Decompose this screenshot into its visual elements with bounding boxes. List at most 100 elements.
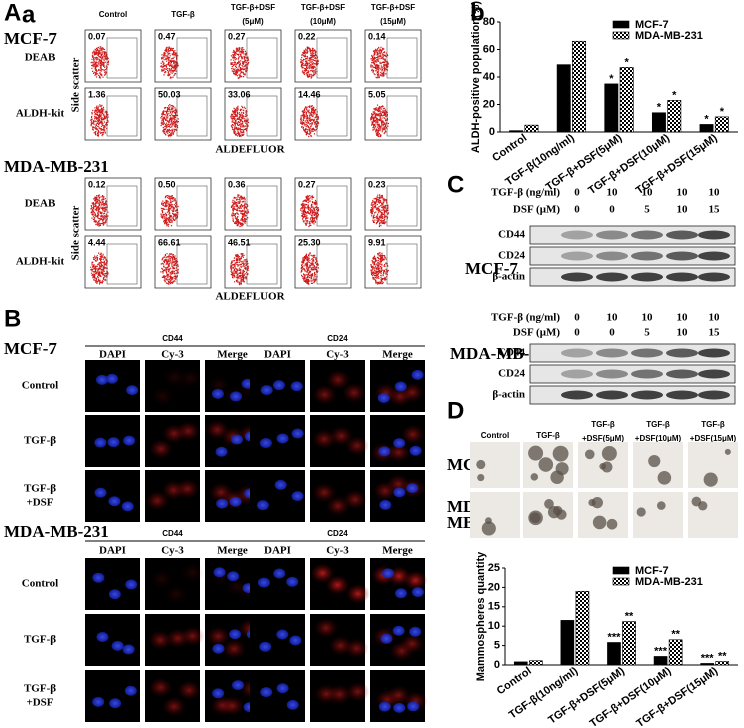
bar (653, 656, 668, 666)
cy3-signal (312, 482, 337, 503)
y-axis-label: Side scatter (70, 206, 82, 261)
flow-plot (224, 235, 282, 289)
bar (667, 100, 682, 133)
cy3-signal (386, 442, 411, 463)
flow-value: 0.47 (158, 31, 176, 41)
bar (509, 130, 524, 133)
nucleus (122, 644, 135, 655)
y-axis-label: Mammospheres quantity (475, 551, 487, 681)
y-axis-label: Side scatter (70, 58, 82, 113)
flow-value: 5.05 (368, 89, 386, 99)
nucleus (229, 629, 242, 640)
flow-dots (230, 194, 249, 228)
nucleus (94, 487, 107, 498)
nucleus (276, 433, 289, 444)
flow-gate (106, 95, 138, 137)
nucleus (256, 500, 269, 511)
legend-swatch (612, 31, 630, 40)
blot-band (561, 230, 593, 240)
column-header: TGF-β+DSF (301, 3, 345, 12)
cy3-signal (345, 435, 370, 456)
flow-dots (300, 46, 319, 79)
flow-gate (386, 37, 418, 79)
cy3-signal (342, 489, 367, 510)
blot-band (698, 369, 730, 379)
nucleus (273, 568, 286, 579)
significance-mark: * (672, 89, 677, 101)
cy3-signal (178, 368, 203, 389)
channel-label: Cy-3 (161, 545, 184, 557)
nucleus (272, 380, 285, 391)
band-label: β-actin (492, 271, 525, 283)
bar (575, 590, 590, 666)
nucleus (381, 568, 394, 579)
significance-mark: * (609, 73, 614, 85)
micrograph (85, 470, 140, 522)
flow-dots (370, 252, 389, 285)
flow-gate (316, 95, 348, 137)
condition-value: 10 (709, 187, 721, 199)
cy3-signal (176, 421, 201, 442)
blot-band (666, 348, 698, 358)
bar (714, 116, 729, 133)
flow-dots (230, 105, 249, 137)
blot-band (561, 369, 593, 379)
flow-gate (386, 95, 418, 137)
channel-label: DAPI (264, 349, 291, 361)
flow-dots (300, 252, 319, 285)
bar (524, 124, 539, 133)
flow-value: 1.36 (88, 89, 106, 99)
flow-dots (370, 46, 389, 79)
sphere (481, 521, 496, 536)
nucleus (109, 698, 122, 709)
cy3-signal (162, 696, 187, 717)
nucleus (126, 385, 139, 396)
flow-dots (160, 46, 179, 79)
nucleus (286, 699, 299, 710)
flow-dots (300, 105, 320, 138)
nucleus (92, 572, 105, 583)
condition-value: 15 (709, 204, 721, 216)
marker-header: CD24 (327, 334, 348, 343)
x-tick-label: TGF-β+DSF(10μM) (588, 665, 674, 728)
column-header: TGF-β (701, 420, 725, 429)
column-header: Control (99, 10, 127, 19)
nucleus (96, 631, 109, 642)
nucleus (290, 381, 303, 392)
condition-value: 10 (642, 187, 654, 199)
flow-gate (176, 243, 208, 285)
sphere (698, 501, 708, 511)
bar (572, 40, 587, 133)
flow-value: 0.07 (88, 31, 106, 41)
flow-dots (160, 195, 179, 227)
sphere (703, 472, 718, 487)
condition-value: 10 (677, 327, 689, 339)
cy3-signal (177, 680, 202, 701)
channel-label: DAPI (99, 545, 126, 557)
flow-dots (90, 194, 109, 227)
column-header: (5μM) (242, 17, 264, 26)
flow-dots (90, 46, 110, 79)
sphere (529, 512, 541, 524)
sphere (584, 449, 595, 460)
x-axis-label: ALDEFLUOR (215, 144, 285, 156)
column-header: TGF-β (171, 10, 195, 19)
row-label: DEAB (25, 52, 56, 64)
sphere (601, 461, 613, 473)
sphere (528, 445, 544, 461)
channel-label: Cy-3 (326, 349, 349, 361)
flow-value: 0.36 (228, 179, 246, 189)
cy3-signal (220, 695, 245, 716)
cy3-signal (327, 684, 352, 705)
cy3-signal (400, 633, 425, 654)
band-label: CD24 (498, 250, 525, 262)
significance-mark: *** (654, 645, 668, 657)
flow-plot (154, 29, 212, 83)
flow-value: 14.46 (298, 89, 321, 99)
flow-value: 4.44 (88, 237, 106, 247)
legend-label: MCF-7 (635, 19, 669, 31)
blot-band (561, 272, 593, 282)
blot-band (698, 251, 730, 261)
nucleus (108, 496, 121, 507)
nucleus (260, 385, 273, 396)
